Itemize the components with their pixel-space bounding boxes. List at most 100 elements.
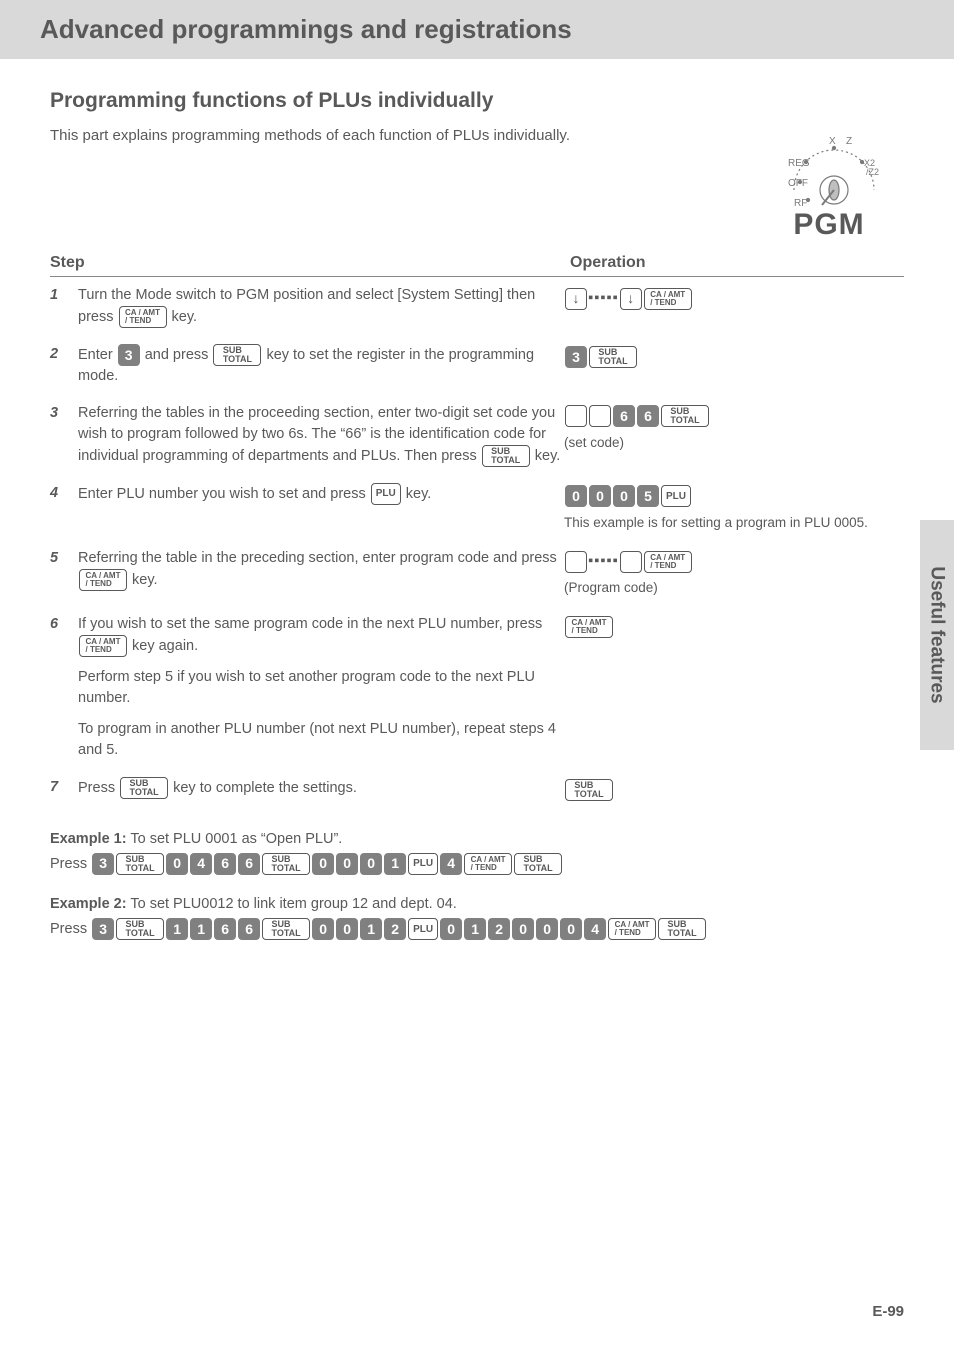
digit-key: 6 bbox=[214, 853, 236, 875]
digit-key: 3 bbox=[92, 853, 114, 875]
subtotal-key: SUBTOTAL bbox=[116, 918, 164, 940]
example-label: Example 1: bbox=[50, 831, 127, 847]
digit-key: 0 bbox=[312, 853, 334, 875]
side-tab: Useful features bbox=[920, 520, 954, 750]
ca-amt-tend-key: CA / AMT/ TEND bbox=[119, 306, 167, 328]
step-row: 5Referring the table in the preceding se… bbox=[50, 540, 904, 606]
step-desc: Referring the table in the preceding sec… bbox=[78, 540, 564, 606]
example: Example 2: To set PLU0012 to link item g… bbox=[50, 896, 904, 944]
digit-key: 6 bbox=[613, 405, 635, 427]
digit-key: 0 bbox=[360, 853, 382, 875]
step-row: 6If you wish to set the same program cod… bbox=[50, 606, 904, 769]
digit-key: 1 bbox=[166, 918, 188, 940]
step-operation: CA / AMT/ TEND bbox=[564, 606, 904, 769]
blank-key bbox=[565, 551, 587, 573]
subtotal-key: SUBTOTAL bbox=[565, 779, 613, 801]
svg-text:Z: Z bbox=[846, 136, 852, 147]
digit-key: 4 bbox=[440, 853, 462, 875]
digit-key: 1 bbox=[190, 918, 212, 940]
digit-key: 3 bbox=[565, 346, 587, 368]
step-extra: To program in another PLU number (not ne… bbox=[78, 719, 564, 761]
digit-key: 0 bbox=[565, 485, 587, 507]
digit-key: 0 bbox=[166, 853, 188, 875]
arrow-key: ↓ bbox=[565, 288, 587, 310]
digit-key: 6 bbox=[214, 918, 236, 940]
digit-key: 1 bbox=[464, 918, 486, 940]
subtotal-key: SUBTOTAL bbox=[514, 853, 562, 875]
plu-key: PLU bbox=[371, 483, 401, 505]
ca-amt-tend-key: CA / AMT/ TEND bbox=[79, 569, 127, 591]
digit-key: 6 bbox=[238, 918, 260, 940]
svg-text:OFF: OFF bbox=[788, 178, 808, 189]
operation-hint: This example is for setting a program in… bbox=[564, 513, 904, 533]
step-operation: ▪▪▪▪▪ CA / AMT/ TEND (Program code) bbox=[564, 540, 904, 606]
digit-key: 1 bbox=[384, 853, 406, 875]
digit-key: 0 bbox=[440, 918, 462, 940]
digit-key: 0 bbox=[312, 918, 334, 940]
digit-key: 0 bbox=[560, 918, 582, 940]
step-operation: ↓▪▪▪▪▪↓CA / AMT/ TEND bbox=[564, 277, 904, 337]
digit-key: 0 bbox=[613, 485, 635, 507]
svg-text:X: X bbox=[829, 136, 836, 147]
page-number: E-99 bbox=[872, 1303, 904, 1320]
col-step: Step bbox=[50, 254, 564, 277]
side-tab-label: Useful features bbox=[926, 566, 948, 703]
header-title: Advanced programmings and registrations bbox=[40, 14, 572, 44]
step-extra: Perform step 5 if you wish to set anothe… bbox=[78, 667, 564, 709]
blank-key bbox=[620, 551, 642, 573]
blank-key bbox=[589, 405, 611, 427]
step-desc: Press SUBTOTAL key to complete the setti… bbox=[78, 769, 564, 813]
digit-key: 0 bbox=[589, 485, 611, 507]
digit-key: 6 bbox=[637, 405, 659, 427]
subtotal-key: SUBTOTAL bbox=[589, 346, 637, 368]
ca-amt-tend-key: CA / AMT/ TEND bbox=[608, 918, 656, 940]
content-area: Programming functions of PLUs individual… bbox=[0, 59, 954, 944]
ca-amt-tend-key: CA / AMT/ TEND bbox=[464, 853, 512, 875]
example: Example 1: To set PLU 0001 as “Open PLU”… bbox=[50, 831, 904, 879]
step-number: 3 bbox=[50, 395, 78, 475]
ca-amt-tend-key: CA / AMT/ TEND bbox=[644, 288, 692, 310]
step-desc: Turn the Mode switch to PGM position and… bbox=[78, 277, 564, 337]
pgm-label: PGM bbox=[774, 208, 884, 242]
step-number: 7 bbox=[50, 769, 78, 813]
digit-key: 3 bbox=[118, 344, 140, 366]
subtotal-key: SUBTOTAL bbox=[482, 445, 530, 467]
example-press: Press 3SUBTOTAL1166SUBTOTAL0012PLU012000… bbox=[50, 916, 904, 944]
digit-key: 0 bbox=[512, 918, 534, 940]
plu-key: PLU bbox=[661, 485, 691, 507]
subtotal-key: SUBTOTAL bbox=[661, 405, 709, 427]
dots: ▪▪▪▪▪ bbox=[588, 548, 619, 576]
page-header: Advanced programmings and registrations bbox=[0, 0, 954, 59]
digit-key: 5 bbox=[637, 485, 659, 507]
step-number: 5 bbox=[50, 540, 78, 606]
step-row: 3Referring the tables in the proceeding … bbox=[50, 395, 904, 475]
step-operation: 0005PLUThis example is for setting a pro… bbox=[564, 475, 904, 540]
step-operation: 66SUBTOTAL(set code) bbox=[564, 395, 904, 475]
step-desc: Referring the tables in the proceeding s… bbox=[78, 395, 564, 475]
operation-hint: (Program code) bbox=[564, 578, 904, 598]
subtotal-key: SUBTOTAL bbox=[658, 918, 706, 940]
step-operation: 3SUBTOTAL bbox=[564, 336, 904, 395]
digit-key: 4 bbox=[584, 918, 606, 940]
step-number: 2 bbox=[50, 336, 78, 395]
digit-key: 6 bbox=[238, 853, 260, 875]
svg-text:/Z2: /Z2 bbox=[866, 167, 879, 177]
subtotal-key: SUBTOTAL bbox=[116, 853, 164, 875]
digit-key: 2 bbox=[488, 918, 510, 940]
arrow-key: ↓ bbox=[620, 288, 642, 310]
step-desc: If you wish to set the same program code… bbox=[78, 606, 564, 769]
ca-amt-tend-key: CA / AMT/ TEND bbox=[565, 616, 613, 638]
step-desc: Enter PLU number you wish to set and pre… bbox=[78, 475, 564, 540]
plu-key: PLU bbox=[408, 853, 438, 875]
example-press: Press 3SUBTOTAL0466SUBTOTAL0001PLU4CA / … bbox=[50, 851, 904, 879]
dial-icon: X Z REG X2 /Z2 OFF RF bbox=[774, 130, 884, 210]
step-row: 1Turn the Mode switch to PGM position an… bbox=[50, 277, 904, 337]
dots: ▪▪▪▪▪ bbox=[588, 285, 619, 313]
digit-key: 1 bbox=[360, 918, 382, 940]
step-operation: SUBTOTAL bbox=[564, 769, 904, 813]
blank-key bbox=[565, 405, 587, 427]
ca-amt-tend-key: CA / AMT/ TEND bbox=[644, 551, 692, 573]
subtotal-key: SUBTOTAL bbox=[120, 777, 168, 799]
col-operation: Operation bbox=[564, 254, 904, 277]
step-row: 4Enter PLU number you wish to set and pr… bbox=[50, 475, 904, 540]
